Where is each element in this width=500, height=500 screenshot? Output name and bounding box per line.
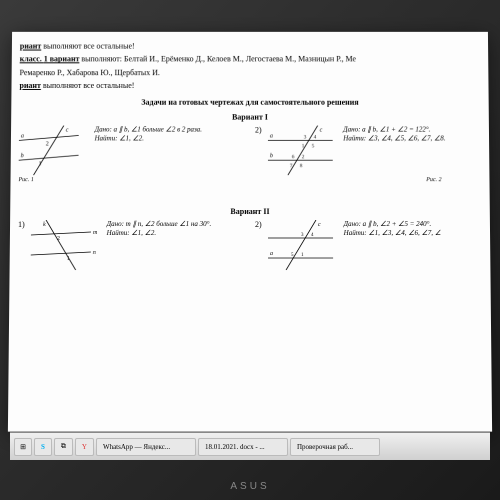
svg-text:2: 2 <box>57 236 60 242</box>
skype-icon[interactable]: S <box>34 438 52 456</box>
whatsapp-task[interactable]: WhatsApp — Яндекс... <box>96 438 196 456</box>
yandex-icon[interactable]: Y <box>75 438 94 456</box>
svg-text:1: 1 <box>301 144 304 149</box>
problem-3-text: Дано: m ∥ n, ∠2 больше ∠1 на 30°. Найти:… <box>107 220 212 238</box>
text-line-4: риант выполняют все остальные! <box>19 81 480 91</box>
svg-text:6: 6 <box>292 155 295 160</box>
svg-text:a: a <box>21 133 24 139</box>
document-page: риант выполняют все остальные! класс. 1 … <box>8 32 492 432</box>
find-3: Найти: ∠1, ∠2. <box>107 229 212 238</box>
svg-text:n: n <box>92 250 95 256</box>
svg-text:1: 1 <box>301 253 304 258</box>
text-line-1: риант выполняют все остальные! <box>20 42 480 52</box>
given-3: Дано: m ∥ n, ∠2 больше ∠1 на 30°. <box>107 220 212 229</box>
students-list: выполняют: Белтай И., Ерёменко Д., Келое… <box>79 55 356 64</box>
taskbar[interactable]: ⊞ S ⧉ Y WhatsApp — Яндекс... 18.01.2021.… <box>10 432 490 460</box>
problem-2-text: Дано: a ∥ b, ∠1 + ∠2 = 122°. Найти: ∠3, … <box>343 125 445 143</box>
variant-label-1: риант <box>20 42 42 51</box>
svg-text:b: b <box>21 153 24 159</box>
problem-2: 2) a b c 3 4 1 5 6 <box>255 125 482 185</box>
problem-1: a b c 2 1 Дано: a ∥ b, ∠1 больше ∠2 в 2 … <box>18 125 245 185</box>
svg-text:7: 7 <box>290 164 293 169</box>
svg-text:a: a <box>270 133 273 139</box>
given-4: Дано: a ∥ b, ∠2 + ∠5 = 240°. <box>344 220 441 229</box>
find-1: Найти: ∠1, ∠2. <box>95 134 202 143</box>
text-4: выполняют все остальные! <box>41 81 135 90</box>
problem-4-num: 2) <box>255 220 262 229</box>
svg-text:m: m <box>93 230 98 236</box>
svg-text:3: 3 <box>301 233 304 238</box>
word-task-1[interactable]: 18.01.2021. docx - ... <box>198 438 288 456</box>
given-2: Дано: a ∥ b, ∠1 + ∠2 = 122°. <box>343 125 445 134</box>
svg-text:2: 2 <box>46 141 49 147</box>
fig-2-label: Рис. 2 <box>255 177 482 183</box>
find-4: Найти: ∠1, ∠3, ∠4, ∠6, ∠7, ∠ <box>344 229 441 238</box>
word-task-2[interactable]: Проверочная раб... <box>290 438 380 456</box>
problem-4: 2) a c 3 4 5 1 <box>255 220 483 280</box>
variant-2-heading: Вариант II <box>18 207 482 216</box>
svg-text:3: 3 <box>303 135 306 140</box>
text-line-3: Ремаренко Р., Хабарова Ю., Щербатых И. <box>20 68 481 78</box>
problem-3-num: 1) <box>18 220 25 229</box>
problem-4-text: Дано: a ∥ b, ∠2 + ∠5 = 240°. Найти: ∠1, … <box>344 220 441 238</box>
svg-text:k: k <box>43 222 46 228</box>
variant-1-heading: Вариант I <box>19 112 481 121</box>
svg-text:4: 4 <box>313 135 316 140</box>
text-1: выполняют все остальные! <box>41 42 134 51</box>
diagram-3: m n k 2 1 <box>30 220 100 270</box>
fig-1-label: Рис. 1 <box>18 177 245 183</box>
svg-text:5: 5 <box>311 144 314 149</box>
diagram-4: a c 3 4 5 1 <box>268 220 338 270</box>
svg-text:b: b <box>270 153 273 159</box>
svg-text:c: c <box>66 127 69 133</box>
given-1: Дано: a ∥ b, ∠1 больше ∠2 в 2 раза. <box>95 125 202 134</box>
problem-3: 1) m n k 2 1 Д <box>17 220 245 280</box>
desktop-background: риант выполняют все остальные! класс. 1 … <box>0 0 500 500</box>
variant-label-2: риант <box>19 81 41 90</box>
variant-1-label: 1 вариант <box>44 55 80 64</box>
svg-text:c: c <box>319 127 322 133</box>
problem-2-num: 2) <box>255 125 262 134</box>
diagram-2: a b c 3 4 1 5 6 2 7 8 <box>268 125 338 175</box>
svg-text:c: c <box>318 222 321 228</box>
explorer-icon[interactable]: ⧉ <box>54 438 73 456</box>
text-line-2: класс. 1 вариант выполняют: Белтай И., Е… <box>20 55 481 65</box>
svg-text:4: 4 <box>311 233 314 238</box>
svg-text:a: a <box>270 251 273 257</box>
laptop-brand: ASUS <box>230 481 269 492</box>
start-button[interactable]: ⊞ <box>14 438 32 456</box>
diagram-1: a b c 2 1 <box>19 125 89 175</box>
find-2: Найти: ∠3, ∠4, ∠5, ∠6, ∠7, ∠8. <box>343 134 445 143</box>
svg-text:1: 1 <box>39 161 42 167</box>
svg-text:2: 2 <box>302 155 305 160</box>
problems-row-2: 1) m n k 2 1 Д <box>17 220 482 280</box>
problems-row-1: a b c 2 1 Дано: a ∥ b, ∠1 больше ∠2 в 2 … <box>18 125 481 185</box>
svg-text:1: 1 <box>66 256 69 262</box>
tasks-title: Задачи на готовых чертежах для самостоят… <box>19 97 480 106</box>
svg-text:8: 8 <box>300 164 303 169</box>
problem-1-text: Дано: a ∥ b, ∠1 больше ∠2 в 2 раза. Найт… <box>95 125 202 143</box>
class-label: класс. <box>20 55 44 64</box>
